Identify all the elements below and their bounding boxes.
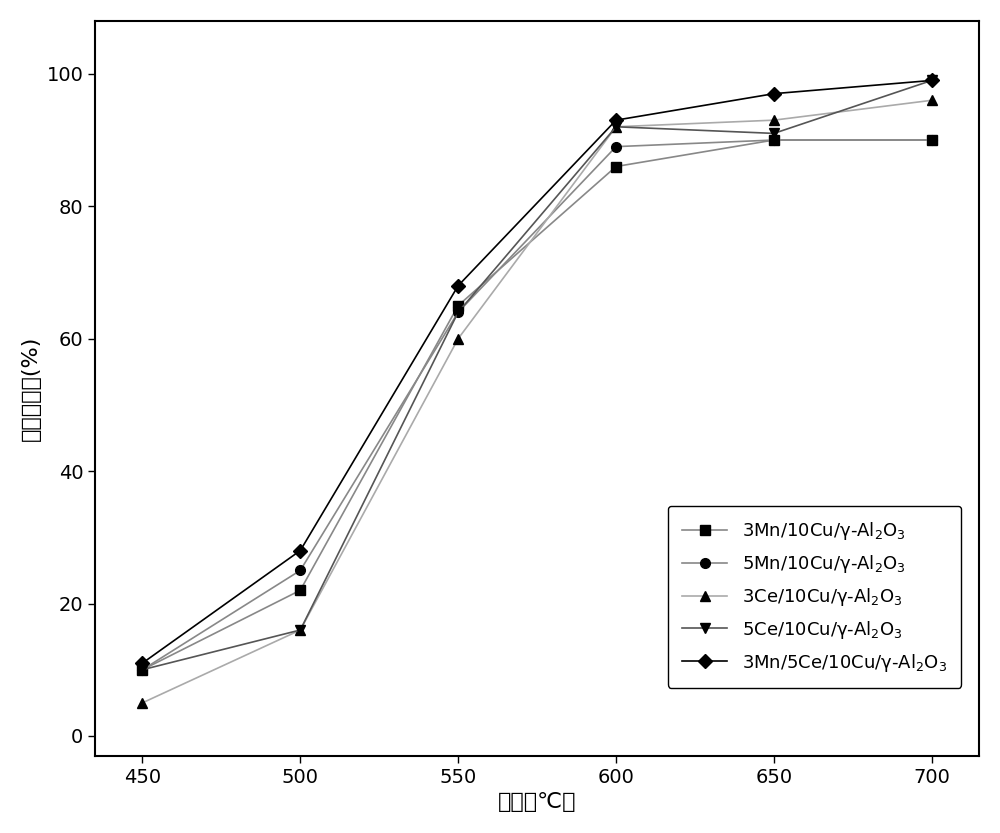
X-axis label: 温度（℃）: 温度（℃）: [498, 792, 576, 812]
Y-axis label: 甲烷转化率(%): 甲烷转化率(%): [21, 336, 41, 441]
Legend: 3Mn/10Cu/γ-Al$_2$O$_3$, 5Mn/10Cu/γ-Al$_2$O$_3$, 3Ce/10Cu/γ-Al$_2$O$_3$, 5Ce/10Cu: 3Mn/10Cu/γ-Al$_2$O$_3$, 5Mn/10Cu/γ-Al$_2…: [668, 506, 961, 688]
